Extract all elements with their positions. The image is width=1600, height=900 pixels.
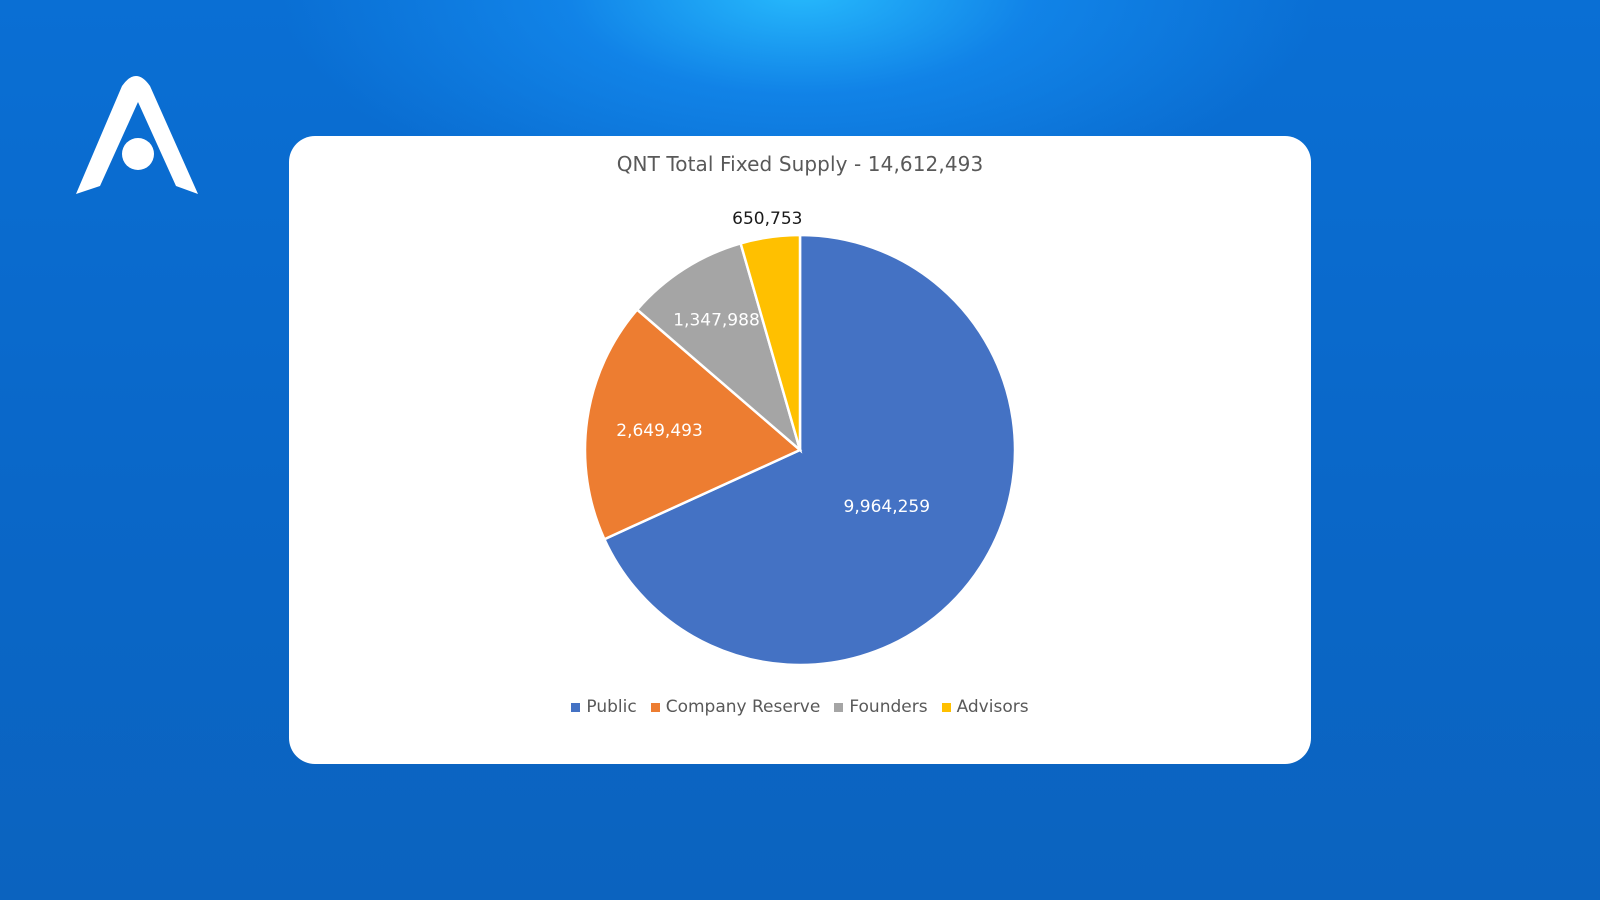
- chart-legend: Public Company Reserve Founders Advisors: [289, 697, 1311, 717]
- legend-label: Advisors: [956, 697, 1029, 717]
- legend-swatch: [834, 702, 844, 712]
- data-label-founders: 1,347,988: [673, 311, 760, 331]
- legend-item-company-reserve: Company Reserve: [650, 697, 821, 717]
- legend-label: Company Reserve: [665, 697, 821, 717]
- data-label-public: 9,964,259: [844, 497, 931, 517]
- legend-label: Public: [586, 697, 637, 717]
- legend-item-advisors: Advisors: [941, 697, 1029, 717]
- legend-swatch: [650, 702, 660, 712]
- legend-item-public: Public: [571, 697, 637, 717]
- pie-slice-advisors: [739, 233, 802, 451]
- legend-label: Founders: [849, 697, 928, 717]
- pie-chart: 9,964,259 2,649,493 1,347,988 650,753: [583, 209, 1017, 667]
- pie-slice-public: [602, 233, 1017, 667]
- data-label-company-reserve: 2,649,493: [616, 421, 703, 441]
- chart-title: QNT Total Fixed Supply - 14,612,493: [616, 152, 984, 176]
- legend-item-founders: Founders: [834, 697, 928, 717]
- legend-swatch: [941, 702, 951, 712]
- pie-slice-founders: [635, 241, 803, 454]
- chart-card: QNT Total Fixed Supply - 14,612,493 9,96…: [289, 136, 1311, 764]
- data-label-advisors: 650,753: [732, 209, 802, 229]
- legend-swatch: [571, 702, 581, 712]
- pie-slice-company-reserve: [583, 307, 803, 541]
- arch-a-logo-icon: [72, 72, 204, 198]
